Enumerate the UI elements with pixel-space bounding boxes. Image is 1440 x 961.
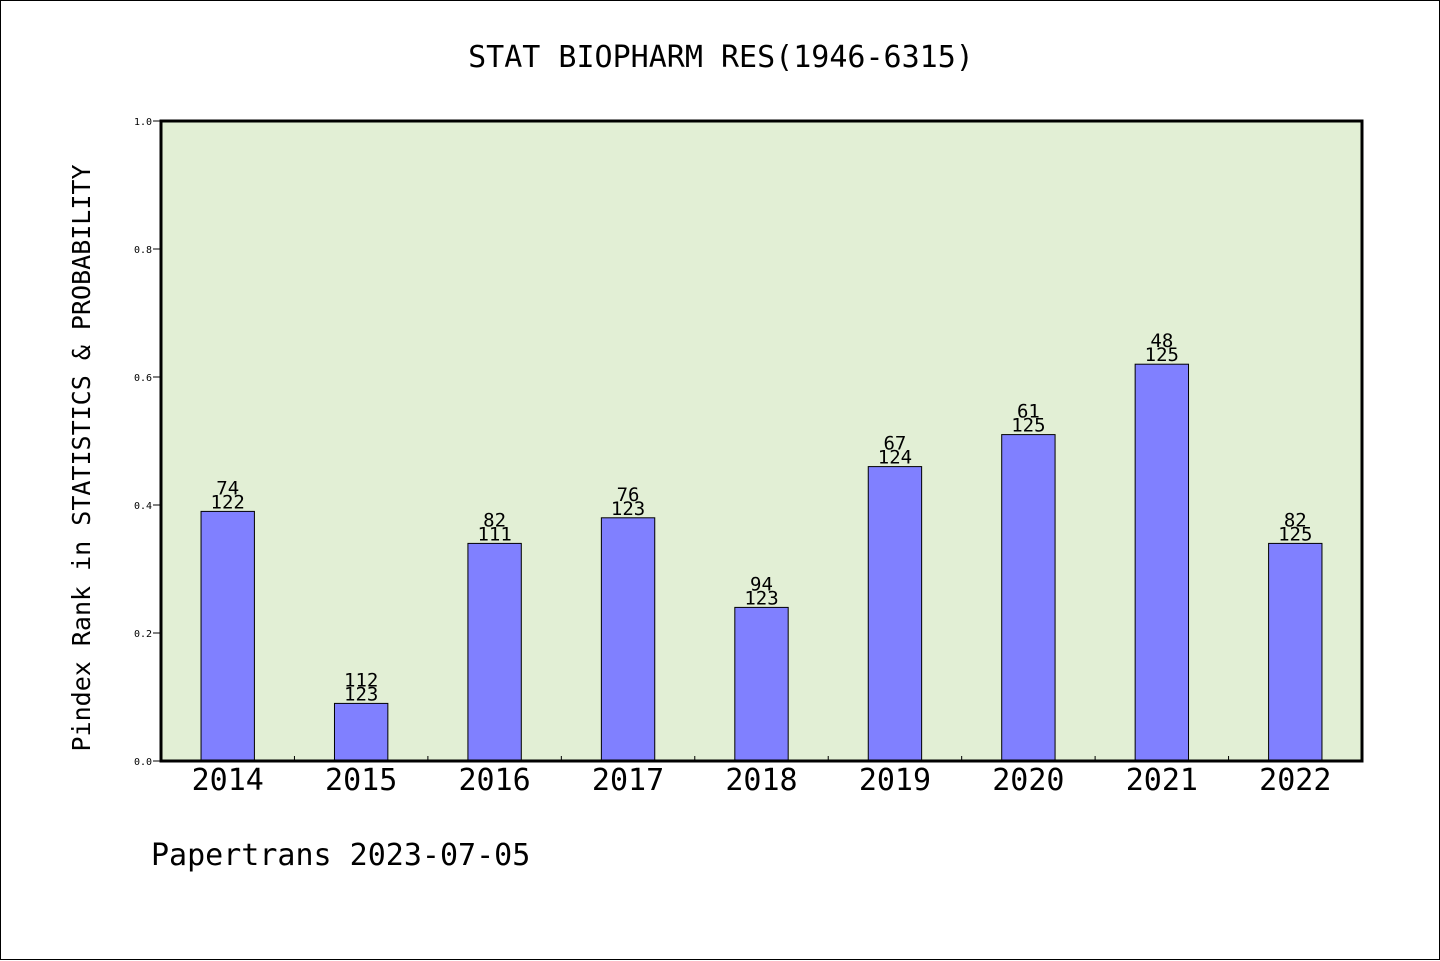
y-tick-label: 0.0 [134, 757, 152, 768]
chart-title: STAT BIOPHARM RES(1946-6315) [468, 40, 974, 75]
bar-2015 [333, 702, 389, 762]
bar-2014 [200, 510, 255, 762]
x-tick-label: 2015 [325, 763, 397, 798]
bar-total-label: 125 [1011, 415, 1045, 437]
bar-rank-label: 112 [344, 669, 378, 691]
y-axis-label: Pindex Rank in STATISTICS & PROBABILITY [67, 165, 96, 752]
x-tick-label: 2021 [1126, 763, 1198, 798]
x-tick-label: 2016 [458, 763, 530, 798]
bar-total-label: 123 [344, 683, 378, 705]
x-tick-label: 2018 [725, 763, 797, 798]
x-tick-label: 2017 [592, 763, 664, 798]
bar-rank-label: 48 [1150, 330, 1173, 352]
bar-rank-label: 82 [483, 509, 506, 531]
bar-total-label: 125 [1145, 344, 1179, 366]
bar-rank-label: 94 [750, 573, 773, 595]
y-tick-label: 0.6 [134, 373, 152, 384]
bar-total-label: 123 [744, 587, 778, 609]
bar-2018 [734, 606, 789, 762]
bar-2019 [867, 466, 923, 762]
bar-rank-label: 76 [617, 484, 640, 506]
x-tick-label: 2022 [1259, 763, 1331, 798]
plot-border [159, 119, 1364, 763]
bar-total-label: 123 [611, 498, 645, 520]
bar-rank-label: 61 [1017, 401, 1040, 423]
y-tick-label: 0.4 [134, 501, 152, 512]
bar-2016 [467, 542, 522, 762]
footer-credit: Papertrans 2023-07-05 [151, 838, 530, 873]
bar-rank-label: 67 [883, 433, 906, 455]
bar-rank-label: 82 [1284, 509, 1307, 531]
bar-total-label: 122 [211, 491, 245, 513]
x-tick-label: 2014 [192, 763, 264, 798]
y-tick-label: 0.8 [134, 245, 152, 256]
bar-total-label: 111 [477, 523, 511, 545]
bar-2022 [1268, 542, 1323, 762]
bar-2020 [1001, 434, 1056, 762]
y-tick-label: 1.0 [134, 117, 152, 128]
x-tick-label: 2019 [859, 763, 931, 798]
x-tick-label: 2020 [992, 763, 1064, 798]
bar-2021 [1134, 363, 1190, 762]
y-tick-label: 0.2 [134, 629, 152, 640]
bar-2017 [600, 517, 656, 762]
bar-rank-label: 74 [216, 477, 239, 499]
bar-total-label: 124 [878, 447, 912, 469]
bar-total-label: 125 [1278, 523, 1312, 545]
